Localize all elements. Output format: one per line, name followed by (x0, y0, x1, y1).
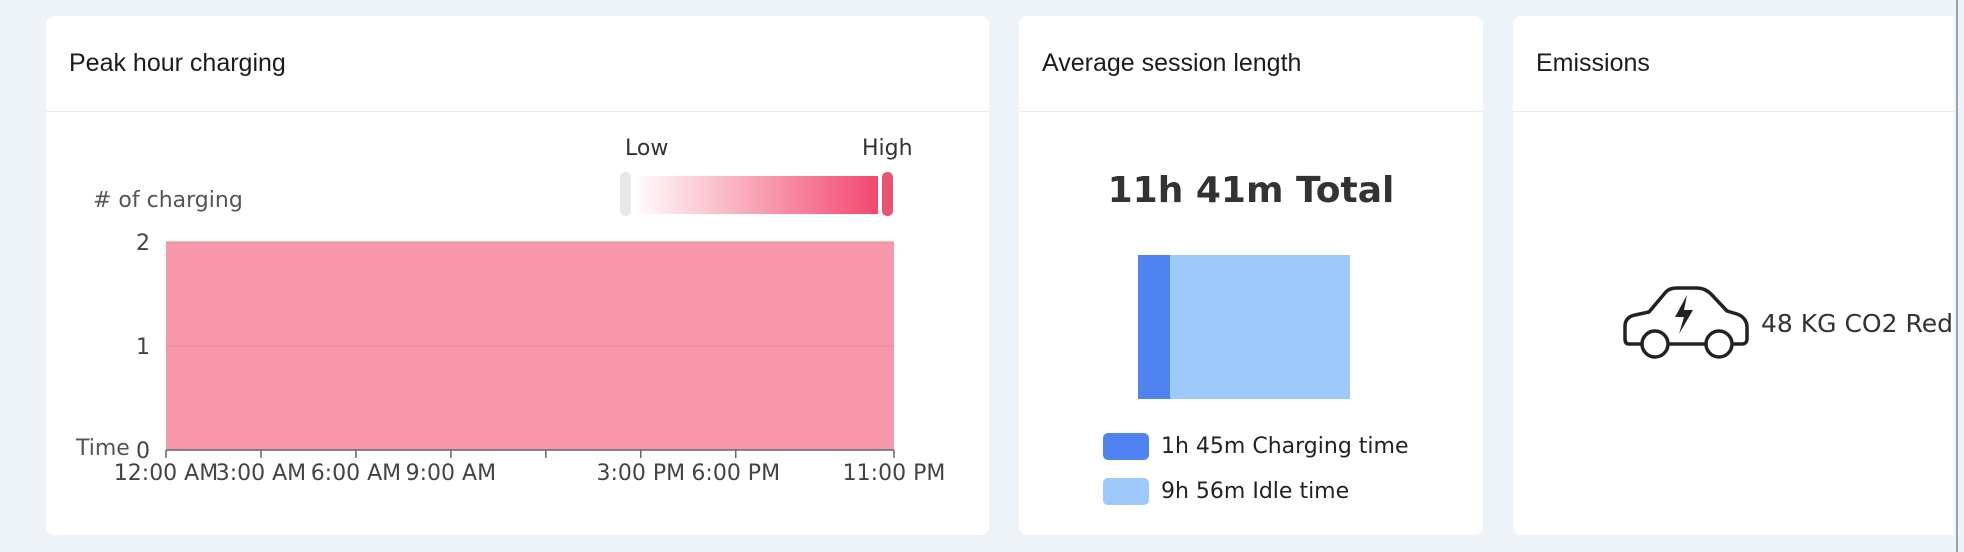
legend-low-label: Low (625, 136, 668, 161)
session-length-card: Average session length 11h 41m Total 1h … (1019, 16, 1483, 535)
legend-gradient-bar (632, 176, 878, 214)
x-tick-label: 11:00 PM (843, 461, 946, 486)
electric-car-icon (1623, 286, 1749, 359)
legend-high-handle[interactable] (882, 172, 893, 216)
x-tick-label: 9:00 AM (406, 461, 496, 486)
peak-hour-card: Peak hour charging Low High # of chargin… (46, 16, 989, 535)
idle-swatch (1103, 478, 1149, 505)
right-edge (1954, 0, 1964, 552)
y-tick-label: 2 (136, 231, 150, 256)
idle-label: 9h 56m Idle time (1161, 479, 1350, 504)
charging-time-bar[interactable] (1138, 255, 1170, 399)
emissions-card: Emissions 48 KG CO2 Reduced (1513, 16, 1964, 535)
session-total-label: 11h 41m Total (1107, 170, 1395, 211)
idle-time-bar[interactable] (1170, 255, 1350, 399)
x-tick-label: 3:00 AM (216, 461, 306, 486)
x-axis-name: Time (75, 436, 130, 461)
legend-charging[interactable]: 1h 45m Charging time (1103, 433, 1408, 460)
x-tick-label: 3:00 PM (596, 461, 685, 486)
emissions-title: Emissions (1513, 16, 1964, 112)
y-tick-label: 0 (136, 439, 150, 464)
y-axis-name: # of charging (93, 188, 243, 213)
scrollbar-track[interactable] (1956, 0, 1958, 552)
legend-idle[interactable]: 9h 56m Idle time (1103, 478, 1349, 505)
session-length-title: Average session length (1019, 16, 1483, 112)
charging-swatch (1103, 433, 1149, 460)
x-tick-label: 6:00 AM (311, 461, 401, 486)
emissions-value: 48 KG CO2 Reduced (1761, 309, 1964, 338)
x-tick-label: 6:00 PM (691, 461, 780, 486)
charging-label: 1h 45m Charging time (1161, 434, 1409, 459)
y-tick-label: 1 (136, 335, 150, 360)
legend-high-label: High (862, 136, 913, 161)
legend-low-handle[interactable] (620, 172, 631, 216)
x-tick-label: 12:00 AM (114, 461, 218, 486)
peak-hour-title: Peak hour charging (46, 16, 989, 112)
